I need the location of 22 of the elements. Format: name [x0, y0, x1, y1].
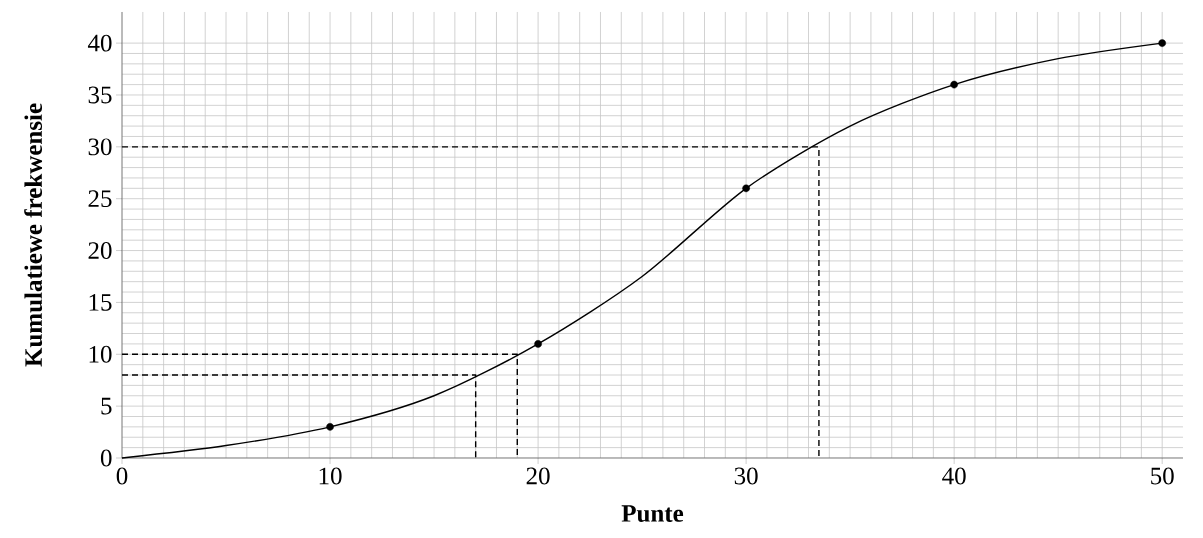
y-tick-label: 30 [88, 138, 112, 156]
x-tick-label: 30 [734, 467, 758, 485]
x-tick-label: 50 [1151, 467, 1174, 485]
y-axis-title: Kumulatiewe frekwensie [24, 103, 43, 367]
point [742, 184, 750, 193]
x-axis-title: Punte [621, 505, 684, 522]
point [950, 80, 958, 89]
y-tick-label: 15 [89, 294, 112, 311]
x-tick-label: 10 [319, 467, 342, 485]
y-tick-label: 0 [100, 449, 112, 467]
y-tick-label: 40 [87, 34, 112, 52]
x-tick-label: 0 [116, 467, 128, 485]
y-tick-label: 20 [88, 242, 112, 259]
point [326, 423, 334, 431]
y-tick-label: 35 [88, 86, 112, 104]
y-tick-label: 10 [89, 345, 112, 363]
point [534, 340, 542, 348]
y-tick-label: 25 [88, 190, 112, 208]
y-tick-label: 5 [101, 397, 112, 415]
x-tick-label: 20 [526, 467, 550, 485]
point [1158, 39, 1166, 47]
x-tick-label: 40 [942, 467, 966, 485]
